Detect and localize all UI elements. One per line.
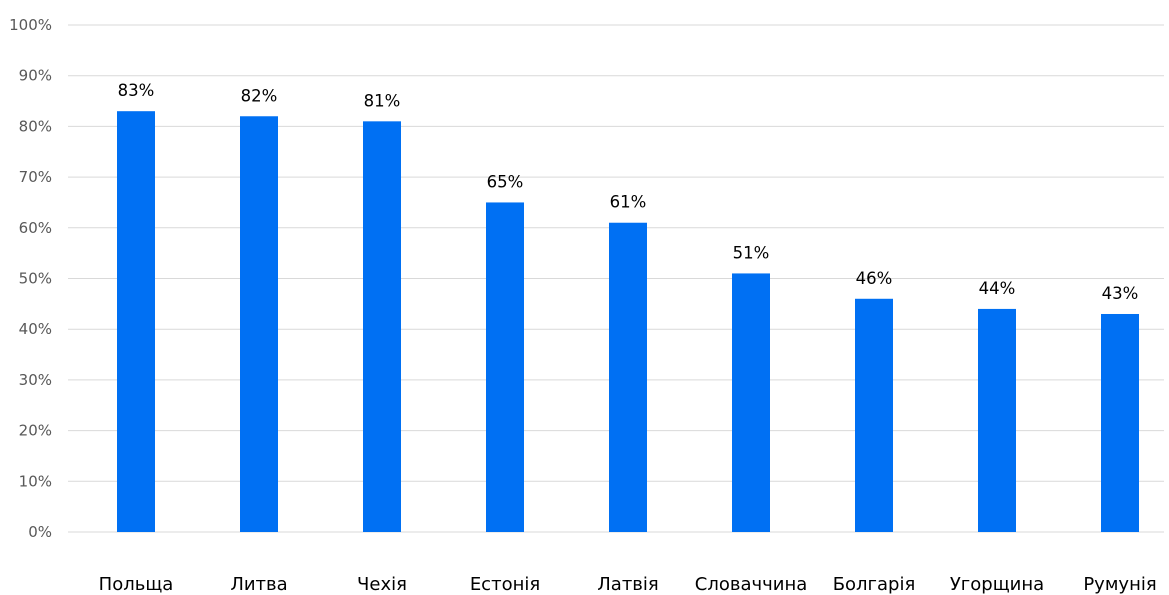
y-tick-label: 80% bbox=[19, 117, 52, 135]
bar-value-label: 51% bbox=[733, 243, 770, 262]
y-tick-label: 90% bbox=[19, 67, 52, 85]
bar-value-label: 46% bbox=[856, 269, 893, 288]
x-tick-label: Естонія bbox=[470, 574, 540, 595]
x-tick-label: Чехія bbox=[357, 574, 407, 595]
x-tick-label: Румунія bbox=[1083, 574, 1156, 595]
x-tick-label: Польща bbox=[99, 574, 174, 595]
bar bbox=[363, 121, 401, 532]
y-tick-label: 60% bbox=[19, 219, 52, 237]
x-tick-label: Болгарія bbox=[833, 574, 916, 595]
bar bbox=[117, 111, 155, 532]
bar bbox=[732, 273, 770, 532]
bar-value-label: 61% bbox=[610, 193, 647, 212]
y-tick-label: 70% bbox=[19, 168, 52, 186]
bar-value-label: 65% bbox=[487, 172, 524, 191]
bar-value-label: 44% bbox=[979, 279, 1016, 298]
data-labels: 83% 82% 81% 65% 61% 51% 46% 44% 43% bbox=[118, 81, 1139, 303]
y-tick-label: 0% bbox=[28, 523, 52, 541]
bar-value-label: 83% bbox=[118, 81, 155, 100]
bar bbox=[609, 222, 647, 533]
x-tick-label: Латвія bbox=[597, 574, 659, 595]
bar bbox=[486, 202, 524, 532]
x-axis: Польща Литва Чехія Естонія Латвія Словаччина Б… bbox=[99, 574, 1157, 595]
y-tick-label: 10% bbox=[19, 472, 52, 490]
bar-value-label: 81% bbox=[364, 91, 401, 110]
y-tick-label: 100% bbox=[9, 16, 52, 34]
y-tick-label: 30% bbox=[19, 371, 52, 389]
y-axis: 0% 10% 20% 30% 40% 50% 60% 70% 80% 90% 100% bbox=[9, 16, 52, 541]
bar bbox=[978, 308, 1016, 532]
bar-value-label: 43% bbox=[1102, 284, 1139, 303]
x-tick-label: Угорщина bbox=[950, 574, 1044, 595]
bar bbox=[855, 298, 893, 532]
y-tick-label: 20% bbox=[19, 422, 52, 440]
bar bbox=[1101, 313, 1139, 532]
bar bbox=[240, 116, 278, 532]
bar-value-label: 82% bbox=[241, 86, 278, 105]
x-tick-label: Литва bbox=[230, 574, 287, 595]
x-tick-label: Словаччина bbox=[695, 574, 808, 595]
y-tick-label: 50% bbox=[19, 270, 52, 288]
bars bbox=[117, 111, 1139, 533]
y-tick-label: 40% bbox=[19, 320, 52, 338]
